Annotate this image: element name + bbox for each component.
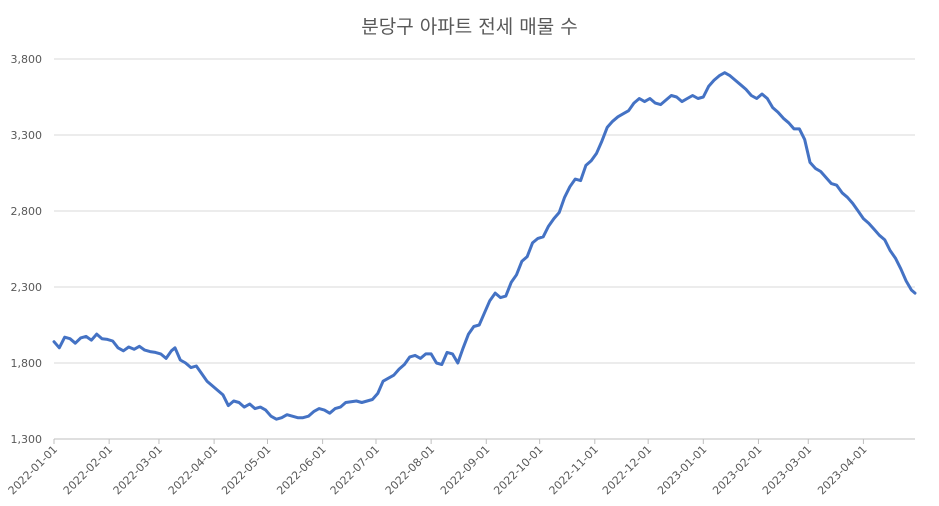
y-tick-label: 3,300 xyxy=(11,129,43,142)
x-tick-label: 2022-08-01 xyxy=(383,443,437,497)
x-tick-label: 2023-04-01 xyxy=(815,443,869,497)
series-line xyxy=(52,71,917,421)
x-tick-label: 2022-09-01 xyxy=(438,443,492,497)
y-tick-label: 1,300 xyxy=(11,433,43,446)
x-tick-label: 2022-06-01 xyxy=(274,443,328,497)
x-tick-label: 2022-11-01 xyxy=(547,443,601,497)
x-tick-label: 2022-02-01 xyxy=(61,443,115,497)
y-tick-label: 2,300 xyxy=(11,281,43,294)
y-tick-label: 1,800 xyxy=(11,357,43,370)
y-tick-label: 2,800 xyxy=(11,205,43,218)
x-tick-label: 2023-02-01 xyxy=(710,443,764,497)
x-tick-label: 2023-03-01 xyxy=(760,443,814,497)
x-tick-label: 2023-01-01 xyxy=(655,443,709,497)
x-tick-label: 2022-04-01 xyxy=(166,443,220,497)
x-tick-label: 2022-12-01 xyxy=(600,443,654,497)
x-tick-label: 2022-10-01 xyxy=(491,443,545,497)
y-tick-label: 3,800 xyxy=(11,53,43,66)
x-tick-label: 2022-01-01 xyxy=(6,443,60,497)
chart-title: 분당구 아파트 전세 매물 수 xyxy=(361,16,578,38)
x-tick-label: 2022-03-01 xyxy=(111,443,165,497)
x-tick-label: 2022-05-01 xyxy=(219,443,273,497)
x-tick-label: 2022-07-01 xyxy=(328,443,382,497)
